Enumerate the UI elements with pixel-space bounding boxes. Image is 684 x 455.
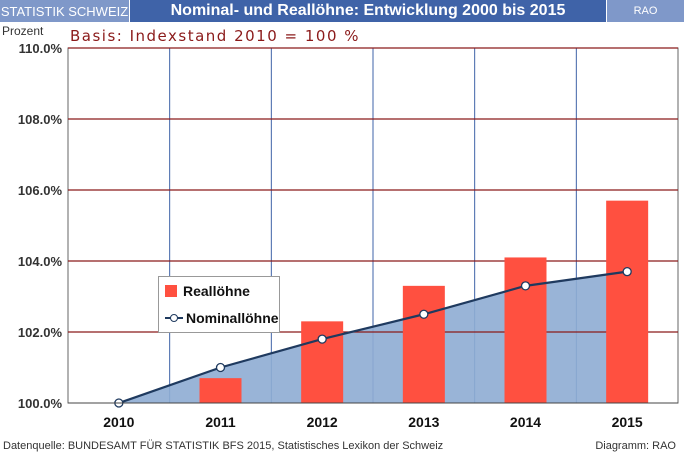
nominal-point <box>317 334 327 344</box>
nominal-line <box>118 270 628 405</box>
footer-credit: Diagramm: RAO <box>595 440 676 452</box>
publisher-label: STATISTIK SCHWEIZ <box>0 0 130 22</box>
x-tick-label: 2012 <box>307 414 338 430</box>
legend-item-reallohne: Reallöhne <box>165 283 250 299</box>
legend-label-nominallohne: Nominallöhne <box>186 310 279 326</box>
x-tick-label: 2013 <box>408 414 439 430</box>
x-tick-label: 2015 <box>612 414 643 430</box>
legend-swatch-line <box>165 312 183 324</box>
footer-source: Datenquelle: BUNDESAMT FÜR STATISTIK BFS… <box>3 440 444 452</box>
nominal-point <box>419 309 429 319</box>
bar-reallohne <box>606 200 649 403</box>
nominal-point <box>215 362 226 373</box>
nominal-area <box>118 271 628 403</box>
y-axis-label: Prozent <box>2 24 44 38</box>
y-tick-label: 104.0% <box>18 254 63 269</box>
chart-title: Nominal- und Reallöhne: Entwicklung 2000… <box>130 0 606 22</box>
y-tick-label: 108.0% <box>18 112 63 127</box>
bar-reallohne <box>199 378 242 403</box>
x-tick-label: 2014 <box>510 414 541 430</box>
y-tick-label: 106.0% <box>18 183 63 198</box>
chart-subtitle: Basis: Indexstand 2010 = 100 % <box>70 27 361 45</box>
bar-reallohne <box>504 257 547 403</box>
y-tick-label: 110.0% <box>19 41 63 56</box>
x-tick-label: 2011 <box>205 414 236 430</box>
legend-item-nominallohne: Nominallöhne <box>165 310 279 326</box>
x-tick-label: 2010 <box>103 414 134 430</box>
legend-label-reallohne: Reallöhne <box>183 283 250 299</box>
nominal-point <box>622 266 632 277</box>
y-tick-label: 102.0% <box>18 325 63 340</box>
y-tick-label: 100.0% <box>18 396 63 411</box>
bar-reallohne <box>301 321 344 403</box>
author-label: RAO <box>606 0 684 22</box>
chart-legend: Reallöhne Nominallöhne <box>158 276 280 333</box>
legend-swatch-bar <box>165 285 177 297</box>
nominal-point <box>520 281 531 291</box>
bar-reallohne <box>402 285 445 403</box>
